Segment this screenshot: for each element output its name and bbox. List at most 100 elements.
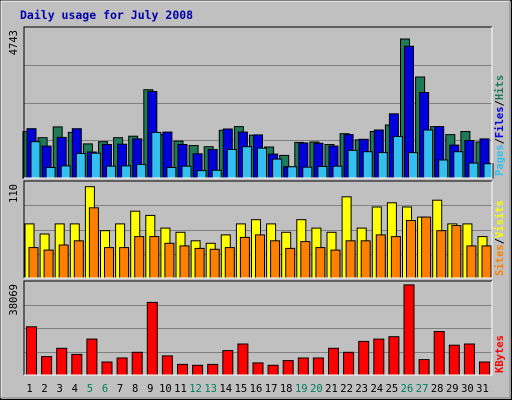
bar-pages-day-5 (90, 152, 101, 179)
x-tick-label-day-5: 5 (87, 383, 93, 395)
bar-pages-day-30 (468, 162, 479, 179)
x-tick-label-day-19: 19 (295, 383, 308, 395)
bar-pages-day-7 (121, 165, 132, 179)
bar-pages-day-21 (332, 165, 343, 179)
bar-kbytes-day-10 (161, 355, 173, 376)
x-tick-label-day-24: 24 (370, 383, 383, 395)
bar-pages-day-19 (302, 166, 313, 179)
bar-pages-day-13 (211, 169, 222, 179)
x-tick-label-day-26: 26 (401, 383, 414, 395)
chart-title: Daily usage for July 2008 (20, 8, 193, 22)
bar-kbytes-day-12 (192, 364, 204, 376)
legend-pages: Pages (494, 144, 506, 176)
bar-kbytes-day-13 (207, 363, 219, 376)
x-tick-label-day-25: 25 (386, 383, 399, 395)
bar-pages-day-10 (166, 167, 177, 179)
bar-kbytes-day-26 (403, 284, 415, 376)
bar-kbytes-day-28 (433, 331, 445, 376)
bar-kbytes-day-9 (146, 301, 158, 376)
panel-1-legend: Pages/Files/Hits (494, 75, 506, 176)
x-tick-label-day-9: 9 (147, 383, 153, 395)
bar-kbytes-day-6 (101, 361, 113, 376)
bar-pages-day-11 (181, 165, 192, 179)
bar-sites-day-10 (164, 242, 175, 279)
bar-kbytes-day-14 (222, 350, 234, 376)
frame-highlight (0, 0, 510, 398)
panel-3-border-bottom (24, 281, 493, 376)
legend-hits: Hits (494, 75, 506, 100)
bar-sites-day-28 (436, 230, 447, 279)
bar-kbytes-day-15 (237, 343, 249, 376)
panel-1-border-top (23, 26, 492, 178)
bar-pages-day-28 (438, 159, 449, 179)
frame-shadow (1, 1, 511, 399)
panel-1-border-bottom (24, 27, 493, 179)
bar-pages-day-17 (272, 158, 283, 179)
legend-separator: / (494, 138, 506, 144)
legend-separator: / (494, 100, 506, 106)
x-tick-label-day-7: 7 (117, 383, 123, 395)
bar-kbytes-day-27 (418, 359, 430, 376)
bar-kbytes-day-21 (328, 347, 339, 376)
legend-files: Files (494, 106, 506, 138)
x-tick-label-day-23: 23 (355, 383, 368, 395)
panel-2-legend: Sites/Visits (494, 200, 506, 276)
bar-pages-day-25 (392, 136, 403, 179)
bar-sites-day-4 (73, 240, 84, 279)
legend-kbytes: KBytes (494, 335, 506, 373)
x-tick-label-day-2: 2 (41, 383, 47, 395)
bar-kbytes-day-7 (116, 357, 128, 376)
bar-sites-day-27 (421, 216, 432, 279)
bar-sites-day-17 (270, 240, 281, 279)
bar-pages-day-24 (377, 152, 388, 179)
bar-pages-day-12 (196, 170, 207, 179)
bar-sites-day-2 (43, 249, 54, 279)
bar-pages-day-4 (75, 153, 86, 179)
bar-kbytes-day-1 (26, 326, 37, 376)
x-tick-label-day-15: 15 (235, 383, 248, 395)
bar-pages-day-2 (45, 167, 56, 179)
bar-sites-day-11 (179, 245, 190, 279)
bar-sites-day-16 (255, 234, 265, 279)
panel-2-ymax-label: 110 (8, 184, 20, 203)
bar-sites-day-3 (58, 244, 69, 279)
x-tick-label-day-20: 20 (310, 383, 323, 395)
x-tick-label-day-30: 30 (461, 383, 474, 395)
bar-kbytes-day-2 (41, 356, 53, 376)
bar-pages-day-18 (287, 166, 298, 179)
x-tick-label-day-18: 18 (280, 383, 293, 395)
x-tick-label-day-17: 17 (265, 383, 278, 395)
bar-pages-day-9 (151, 131, 162, 179)
bar-pages-day-8 (136, 163, 147, 179)
x-tick-label-day-6: 6 (102, 383, 108, 395)
panel-3-border-top (23, 280, 492, 375)
x-tick-label-day-12: 12 (189, 383, 202, 395)
bar-sites-day-29 (451, 225, 462, 279)
bar-sites-day-30 (466, 245, 477, 279)
bar-kbytes-day-19 (297, 357, 309, 376)
bar-sites-day-7 (119, 247, 130, 279)
x-tick-label-day-10: 10 (159, 383, 172, 395)
panel-1-ymax-label: 4743 (8, 30, 20, 55)
panel-2-border-bottom (24, 181, 493, 279)
bar-sites-day-1 (28, 247, 39, 279)
x-tick-label-day-27: 27 (416, 383, 429, 395)
bar-sites-day-6 (104, 247, 114, 279)
bar-sites-day-18 (285, 247, 296, 279)
panel-2-border-top (23, 180, 492, 278)
bar-kbytes-day-16 (252, 362, 264, 376)
bar-sites-day-9 (149, 236, 160, 279)
x-tick-label-day-28: 28 (431, 383, 444, 395)
x-tick-label-day-8: 8 (132, 383, 138, 395)
bar-pages-day-14 (226, 149, 237, 179)
x-tick-label-day-1: 1 (26, 383, 32, 395)
bar-kbytes-day-3 (56, 347, 68, 376)
bar-pages-day-15 (241, 146, 252, 179)
bar-pages-day-3 (60, 165, 71, 179)
bar-pages-day-29 (453, 151, 464, 179)
bar-sites-day-23 (360, 240, 371, 279)
x-tick-label-day-21: 21 (325, 383, 338, 395)
bar-kbytes-day-30 (463, 343, 475, 376)
